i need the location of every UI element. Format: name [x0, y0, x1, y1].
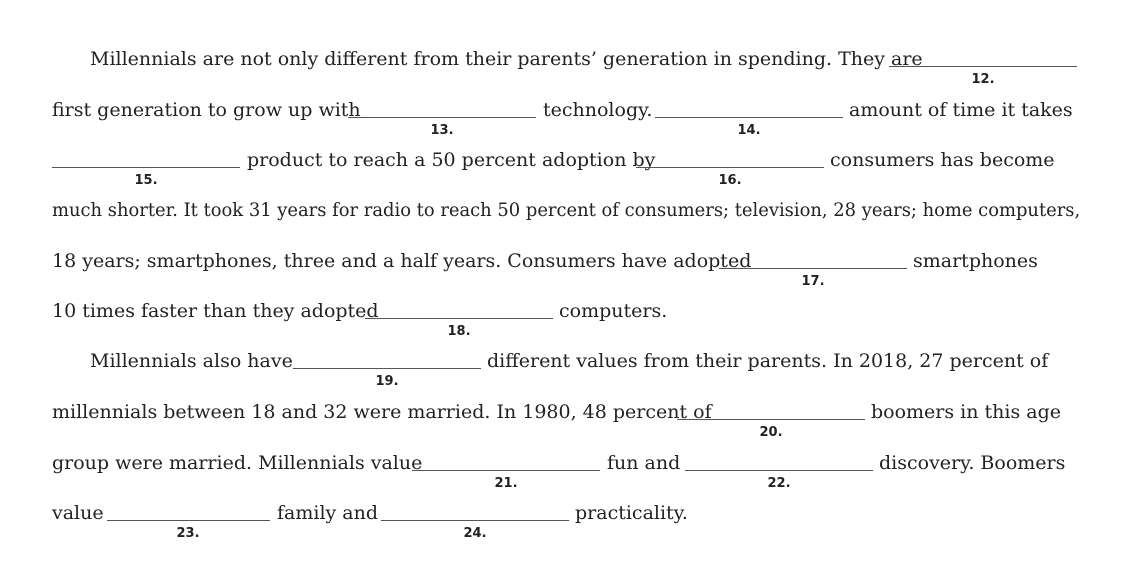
- passage-line-3: 15. product to reach a 50 percent adopti…: [0, 148, 1125, 198]
- answer-blank-14[interactable]: [655, 117, 843, 118]
- text-segment: discovery. Boomers: [879, 452, 1066, 474]
- text-segment: family and: [277, 502, 379, 524]
- answer-blank-19[interactable]: [293, 368, 481, 369]
- passage-line-7: Millennials also have 19. different valu…: [0, 349, 1125, 399]
- text-segment: different values from their parents. In …: [487, 350, 1049, 372]
- passage-line-4: much shorter. It took 31 years for radio…: [0, 198, 1125, 248]
- answer-blank-17[interactable]: [719, 268, 907, 269]
- answer-blank-21[interactable]: [412, 470, 600, 471]
- answer-blank-15[interactable]: [52, 167, 240, 168]
- blank-number: 20.: [759, 425, 783, 440]
- passage-line-9: group were married. Millennials value 21…: [0, 451, 1125, 501]
- answer-blank-22[interactable]: [685, 470, 873, 471]
- answer-blank-13[interactable]: [348, 117, 536, 118]
- text-segment: product to reach a 50 percent adoption b…: [247, 149, 656, 171]
- text-segment: computers.: [559, 300, 668, 322]
- blank-number: 16.: [718, 173, 742, 188]
- text-segment: Millennials also have: [90, 350, 293, 372]
- passage-line-6: 10 times faster than they adopted 18. co…: [0, 299, 1125, 349]
- answer-blank-18[interactable]: [365, 318, 553, 319]
- blank-number: 18.: [447, 324, 471, 339]
- text-segment: fun and: [607, 452, 681, 474]
- blank-number: 12.: [971, 72, 995, 87]
- answer-blank-12[interactable]: [889, 66, 1077, 67]
- answer-blank-20[interactable]: [677, 419, 865, 420]
- blank-number: 17.: [801, 274, 825, 289]
- blank-number: 21.: [494, 476, 518, 491]
- text-segment: group were married. Millennials value: [52, 452, 423, 474]
- text-segment: 18 years; smartphones, three and a half …: [52, 250, 752, 272]
- passage-line-1: Millennials are not only different from …: [0, 47, 1125, 97]
- passage-line-8: millennials between 18 and 32 were marri…: [0, 400, 1125, 450]
- text-segment: practicality.: [575, 502, 688, 524]
- answer-blank-16[interactable]: [636, 167, 824, 168]
- blank-number: 15.: [134, 173, 158, 188]
- blank-number: 23.: [176, 526, 200, 541]
- text-segment: Millennials are not only different from …: [90, 48, 923, 70]
- answer-blank-23[interactable]: [107, 520, 270, 521]
- passage-line-10: value 23. family and 24. practicality.: [0, 501, 1125, 551]
- text-segment: consumers has become: [830, 149, 1055, 171]
- text-segment: millennials between 18 and 32 were marri…: [52, 401, 712, 423]
- text-segment: first generation to grow up with: [52, 99, 361, 121]
- blank-number: 24.: [463, 526, 487, 541]
- blank-number: 22.: [767, 476, 791, 491]
- text-segment: amount of time it takes: [849, 99, 1073, 121]
- text-segment: 10 times faster than they adopted: [52, 300, 379, 322]
- text-segment: technology.: [543, 99, 653, 121]
- passage-line-2: first generation to grow up with 13. tec…: [0, 98, 1125, 148]
- answer-blank-24[interactable]: [381, 520, 569, 521]
- text-segment: value: [52, 502, 104, 524]
- blank-number: 13.: [430, 123, 454, 138]
- blank-number: 14.: [737, 123, 761, 138]
- text-segment: much shorter. It took 31 years for radio…: [52, 199, 1081, 221]
- text-segment: boomers in this age: [871, 401, 1061, 423]
- blank-number: 19.: [375, 374, 399, 389]
- passage-line-5: 18 years; smartphones, three and a half …: [0, 249, 1125, 299]
- text-segment: smartphones: [913, 250, 1038, 272]
